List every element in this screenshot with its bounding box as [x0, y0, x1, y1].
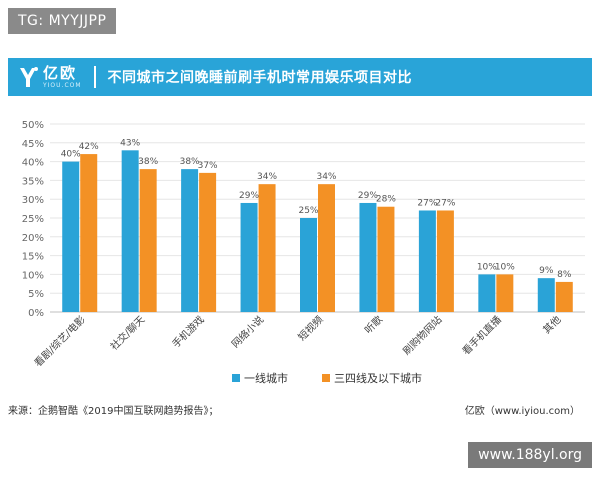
yiou-logo-icon: [18, 65, 40, 89]
bar-series-2: [377, 206, 395, 312]
data-label: 27%: [435, 198, 455, 208]
y-tick-label: 5%: [28, 289, 44, 300]
data-label: 34%: [316, 172, 336, 182]
bar-series-2: [555, 281, 573, 312]
y-tick-label: 45%: [22, 139, 44, 150]
x-tick-label: 看手机直播: [459, 313, 504, 358]
chart-title: 不同城市之间晚睡前刷手机时常用娱乐项目对比: [107, 70, 413, 86]
logo-chinese-text: 亿欧: [43, 63, 78, 82]
bar-series-2: [436, 210, 454, 312]
legend-label: 三四线及以下城市: [334, 371, 422, 385]
y-tick-label: 25%: [22, 214, 44, 225]
bar-series-2: [318, 184, 335, 312]
bar-series-1: [418, 210, 436, 312]
channel-tag-overlay: TG: MYYJJPP: [8, 8, 117, 34]
legend-swatch: [322, 374, 330, 382]
data-label: 34%: [257, 172, 277, 182]
data-label: 9%: [539, 266, 554, 276]
bar-series-1: [62, 161, 80, 312]
data-label: 38%: [180, 157, 200, 167]
legend-label: 一线城市: [244, 371, 288, 385]
legend-swatch: [232, 374, 240, 382]
bar-series-1: [121, 150, 139, 312]
data-label: 42%: [79, 142, 99, 152]
bar-series-1: [359, 202, 377, 312]
x-tick-label: 刷购物网站: [400, 313, 445, 358]
x-tick-label: 其他: [540, 313, 563, 336]
y-tick-label: 50%: [22, 120, 44, 131]
title-banner: 亿欧 YIOU.COM 不同城市之间晚睡前刷手机时常用娱乐项目对比: [8, 58, 592, 96]
bar-series-2: [258, 184, 276, 312]
bar-series-2: [139, 169, 157, 312]
y-tick-label: 30%: [22, 195, 44, 206]
site-watermark: www.188yl.org: [468, 442, 592, 468]
brand-note: 亿欧（www.iyiou.com）: [464, 406, 580, 417]
data-label: 8%: [557, 270, 572, 280]
banner-divider: [93, 66, 96, 88]
bar-series-1: [537, 278, 555, 312]
data-label: 10%: [495, 262, 515, 272]
y-tick-label: 20%: [22, 233, 44, 244]
yiou-logo: 亿欧 YIOU.COM: [18, 65, 82, 89]
data-label: 29%: [239, 191, 259, 201]
data-label: 10%: [477, 262, 497, 272]
data-label: 27%: [417, 198, 437, 208]
x-tick-label: 听歌: [362, 313, 385, 336]
data-label: 37%: [198, 161, 218, 171]
y-tick-label: 40%: [22, 158, 44, 169]
x-tick-label: 看剧/综艺/电影: [31, 313, 87, 369]
logo-english-text: YIOU.COM: [43, 81, 82, 89]
y-tick-label: 0%: [28, 308, 44, 319]
bar-series-2: [199, 172, 217, 312]
x-tick-label: 社交/聊天: [107, 313, 147, 353]
data-label: 43%: [120, 138, 140, 148]
bar-series-1: [300, 218, 317, 312]
data-label: 25%: [298, 206, 318, 216]
data-label: 40%: [61, 150, 81, 160]
bar-series-1: [478, 274, 496, 312]
bar-series-1: [181, 169, 199, 312]
bar-chart: 0%5%10%15%20%25%30%35%40%45%50%40%42%看剧/…: [22, 120, 585, 385]
x-tick-label: 手机游戏: [169, 313, 206, 350]
source-note: 来源：企鹅智酷《2019中国互联网趋势报告》；: [8, 406, 219, 417]
x-tick-label: 网络小说: [229, 313, 266, 350]
bar-series-2: [80, 154, 98, 312]
x-tick-label: 短视频: [295, 313, 325, 343]
data-label: 28%: [376, 195, 396, 205]
y-tick-label: 10%: [22, 270, 44, 281]
data-label: 29%: [358, 191, 378, 201]
bar-series-1: [240, 202, 258, 312]
bar-series-2: [496, 274, 514, 312]
y-tick-label: 35%: [22, 176, 44, 187]
y-tick-label: 15%: [22, 252, 44, 263]
data-label: 38%: [138, 157, 158, 167]
